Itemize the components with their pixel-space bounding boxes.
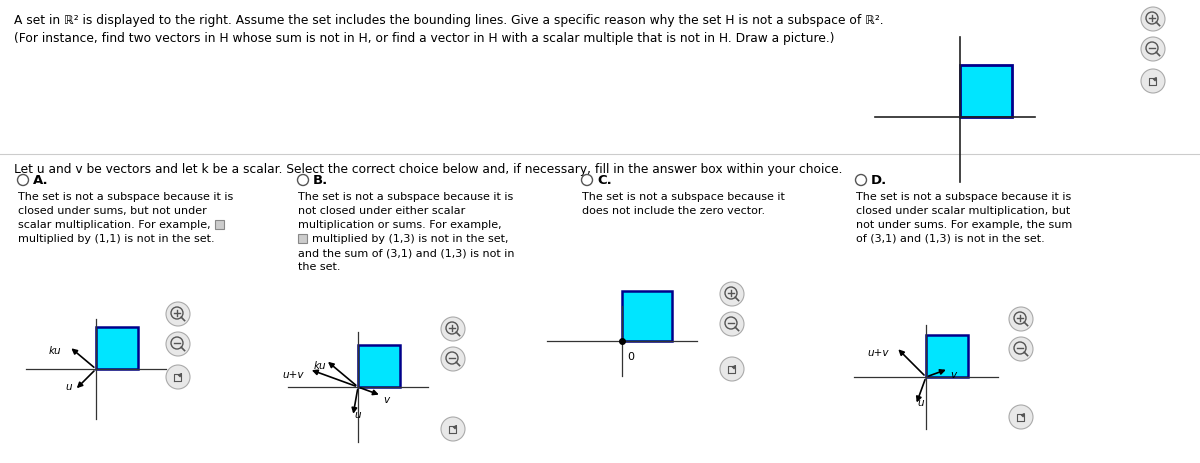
Bar bbox=[926, 335, 968, 377]
Circle shape bbox=[166, 302, 190, 326]
Bar bbox=[960, 66, 1012, 118]
Circle shape bbox=[1009, 337, 1033, 361]
Text: multiplied by (1,1) is not in the set.: multiplied by (1,1) is not in the set. bbox=[18, 233, 215, 244]
Circle shape bbox=[1141, 70, 1165, 94]
Text: u: u bbox=[918, 397, 924, 407]
Circle shape bbox=[1009, 307, 1033, 332]
Text: v: v bbox=[384, 394, 390, 404]
Text: D.: D. bbox=[871, 174, 887, 187]
Text: not closed under either scalar: not closed under either scalar bbox=[298, 206, 466, 216]
Circle shape bbox=[1009, 405, 1033, 429]
Text: u+v: u+v bbox=[282, 369, 304, 379]
Text: multiplication or sums. For example,: multiplication or sums. For example, bbox=[298, 219, 502, 230]
Text: closed under sums, but not under: closed under sums, but not under bbox=[18, 206, 206, 216]
Text: of (3,1) and (1,3) is not in the set.: of (3,1) and (1,3) is not in the set. bbox=[856, 233, 1045, 244]
Text: and the sum of (3,1) and (1,3) is not in: and the sum of (3,1) and (1,3) is not in bbox=[298, 247, 515, 257]
Text: multiplied by (1,3) is not in the set,: multiplied by (1,3) is not in the set, bbox=[312, 233, 509, 244]
Text: u+v: u+v bbox=[868, 348, 889, 357]
Bar bbox=[96, 327, 138, 369]
Text: The set is not a subspace because it: The set is not a subspace because it bbox=[582, 192, 785, 201]
Text: ku: ku bbox=[313, 360, 326, 370]
Text: closed under scalar multiplication, but: closed under scalar multiplication, but bbox=[856, 206, 1070, 216]
Bar bbox=[215, 220, 224, 230]
Text: u: u bbox=[354, 409, 361, 419]
Text: B.: B. bbox=[313, 174, 329, 187]
Circle shape bbox=[720, 357, 744, 381]
Text: scalar multiplication. For example,: scalar multiplication. For example, bbox=[18, 219, 211, 230]
Text: A.: A. bbox=[34, 174, 49, 187]
Circle shape bbox=[720, 282, 744, 307]
Text: The set is not a subspace because it is: The set is not a subspace because it is bbox=[18, 192, 233, 201]
Text: the set.: the set. bbox=[298, 262, 341, 271]
Circle shape bbox=[442, 417, 466, 441]
Text: ku: ku bbox=[49, 345, 61, 355]
Text: not under sums. For example, the sum: not under sums. For example, the sum bbox=[856, 219, 1073, 230]
Text: Let u and v be vectors and let k be a scalar. Select the correct choice below an: Let u and v be vectors and let k be a sc… bbox=[14, 163, 842, 175]
Text: The set is not a subspace because it is: The set is not a subspace because it is bbox=[298, 192, 514, 201]
Circle shape bbox=[166, 365, 190, 389]
Text: u: u bbox=[66, 382, 72, 391]
Circle shape bbox=[720, 313, 744, 336]
Circle shape bbox=[442, 347, 466, 371]
Circle shape bbox=[442, 317, 466, 341]
Text: v: v bbox=[950, 369, 956, 379]
Circle shape bbox=[1141, 38, 1165, 62]
Text: does not include the zero vector.: does not include the zero vector. bbox=[582, 206, 766, 216]
Bar bbox=[358, 345, 400, 387]
Bar bbox=[622, 291, 672, 341]
Text: The set is not a subspace because it is: The set is not a subspace because it is bbox=[856, 192, 1072, 201]
Bar bbox=[298, 234, 307, 244]
Text: (For instance, find two vectors in H whose sum is not in H, or find a vector in : (For instance, find two vectors in H who… bbox=[14, 32, 834, 45]
Text: C.: C. bbox=[598, 174, 612, 187]
Text: A set in ℝ² is displayed to the right. Assume the set includes the bounding line: A set in ℝ² is displayed to the right. A… bbox=[14, 14, 883, 27]
Circle shape bbox=[166, 332, 190, 356]
Text: 0: 0 bbox=[628, 351, 634, 361]
Circle shape bbox=[1141, 8, 1165, 32]
